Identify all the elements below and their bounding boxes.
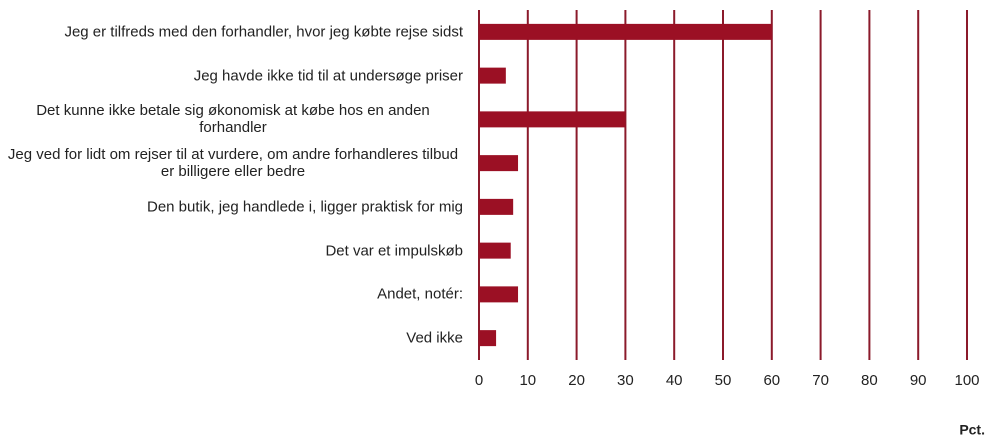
x-tick-label: 70 [812, 372, 829, 389]
bar [479, 330, 497, 347]
bar [479, 111, 626, 128]
x-tick-label: 30 [617, 372, 634, 389]
x-tick-label: 100 [954, 372, 979, 389]
x-tick-label: 40 [666, 372, 683, 389]
y-tick-label: Andet, notér: [377, 285, 463, 303]
bar [479, 286, 519, 303]
bar [479, 155, 519, 172]
bar [479, 67, 506, 84]
x-tick-label: 80 [861, 372, 878, 389]
bar [479, 23, 772, 40]
y-tick-label: Den butik, jeg handlede i, ligger prakti… [147, 198, 463, 216]
x-tick-label: 10 [519, 372, 536, 389]
y-tick-label: Ved ikke [406, 329, 463, 347]
y-tick-label: Jeg ved for lidt om rejser til at vurder… [7, 146, 459, 181]
x-tick-label: 0 [475, 372, 483, 389]
y-tick-label: Det var et impulskøb [325, 242, 463, 260]
bar [479, 242, 511, 259]
x-axis-label: Pct. [959, 422, 985, 438]
y-tick-label: Jeg havde ikke tid til at undersøge pris… [193, 67, 463, 85]
x-tick-label: 50 [715, 372, 732, 389]
x-tick-label: 20 [568, 372, 585, 389]
x-tick-label: 60 [763, 372, 780, 389]
bar [479, 198, 514, 215]
y-tick-label: Jeg er tilfreds med den forhandler, hvor… [64, 23, 463, 41]
x-tick-label: 90 [910, 372, 927, 389]
y-tick-label: Det kunne ikke betale sig økonomisk at k… [36, 102, 430, 137]
